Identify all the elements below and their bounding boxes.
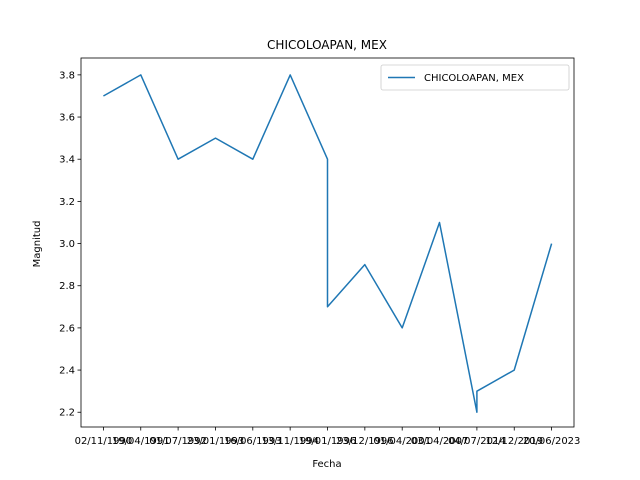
y-tick-label: 3.8 <box>59 70 75 81</box>
x-tick-label: 19/01/1996 <box>299 436 357 447</box>
y-tick-label: 3.0 <box>59 239 75 250</box>
x-tick-label: 01/04/2001 <box>373 436 431 447</box>
x-tick-label: 23/01/1993 <box>187 436 245 447</box>
x-tick-label: 03/04/2007 <box>411 436 469 447</box>
y-tick-label: 2.2 <box>59 408 75 419</box>
x-axis-title: Fecha <box>312 459 341 470</box>
x-tick-label: 20/06/2023 <box>523 436 581 447</box>
x-tick-label: 13/11/1994 <box>261 436 319 447</box>
plot-area: 2.22.42.62.83.03.23.43.63.8 02/11/199019… <box>59 57 581 447</box>
y-tick-label: 2.4 <box>59 366 75 377</box>
series-line-0 <box>103 74 553 413</box>
y-axis: 2.2 2.4 2.6 2.8 3.0 3.2 3.4 3.6 3.8 <box>59 70 81 419</box>
x-tick-label: 19/04/1991 <box>112 436 170 447</box>
series-layer <box>103 74 553 413</box>
y-tick-label: 3.2 <box>59 197 75 208</box>
y-tick-label: 2.8 <box>59 281 75 292</box>
x-tick-label: 23/12/1996 <box>336 436 394 447</box>
x-tick-label: 01/07/1992 <box>149 436 207 447</box>
y-tick-label: 2.6 <box>59 323 75 334</box>
x-tick-label: 16/06/1993 <box>224 436 282 447</box>
legend-box <box>380 64 570 91</box>
x-tick-label: 04/07/2014 <box>448 436 506 447</box>
y-tick-label: 3.4 <box>59 155 75 166</box>
y-tick-label: 3.6 <box>59 113 75 124</box>
legend-label: CHICOLOAPAN, MEX <box>424 73 524 84</box>
legend: CHICOLOAPAN, MEX <box>380 64 570 91</box>
y-axis-title: Magnitud <box>32 221 43 268</box>
x-tick-label: 02/11/1990 <box>75 436 133 447</box>
x-axis: 02/11/199019/04/199101/07/199223/01/1993… <box>75 427 581 447</box>
chart-title: CHICOLOAPAN, MEX <box>267 38 387 52</box>
x-tick-label: 12/12/2019 <box>485 436 543 447</box>
